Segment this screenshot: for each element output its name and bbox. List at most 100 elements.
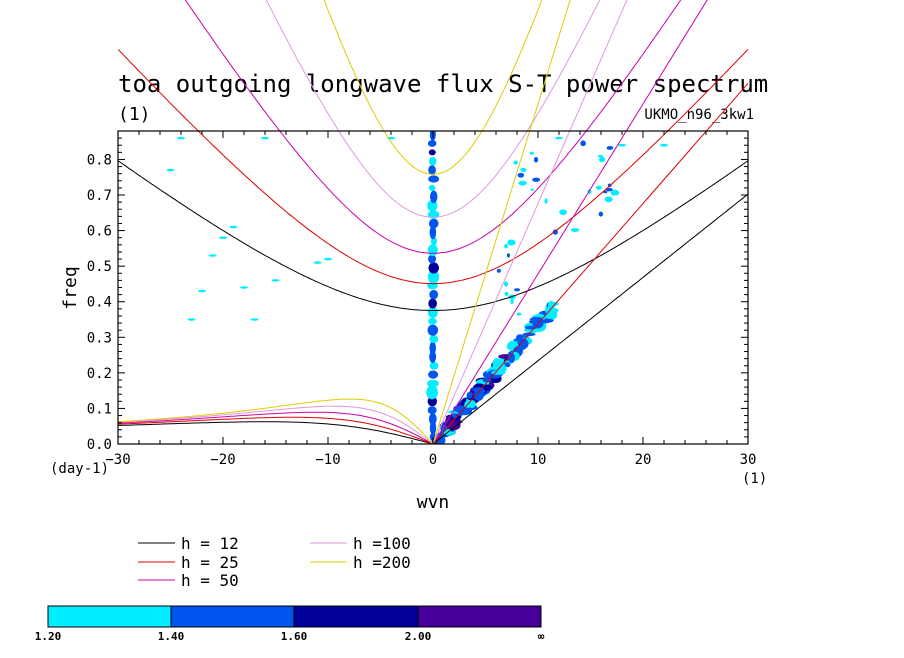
legend-label: h =200 (353, 553, 411, 572)
power-blob (429, 361, 439, 370)
y-tick-label: 0.3 (87, 330, 112, 346)
power-blob (517, 172, 525, 178)
power-blob (428, 370, 439, 379)
power-blob (240, 286, 248, 289)
power-blob (429, 341, 436, 355)
power-blob (618, 143, 626, 147)
power-blob (428, 149, 436, 156)
power-blob (529, 151, 534, 155)
power-blob (504, 362, 511, 368)
dispersion-curve-h50 (279, 131, 587, 254)
power-blob (473, 390, 484, 401)
y-tick-label: 0.1 (87, 401, 112, 417)
power-blob (506, 253, 510, 258)
y-tick-label: 0.4 (87, 295, 112, 311)
legend-label: h = 12 (181, 534, 239, 553)
colorbar-label: 1.60 (281, 630, 308, 643)
power-contours (166, 131, 668, 444)
power-blob (598, 211, 604, 217)
power-blob (429, 157, 437, 166)
power-blob (428, 262, 439, 274)
chart-subtitle-left: (1) (118, 104, 151, 125)
power-blob (427, 379, 439, 388)
power-blob (513, 160, 518, 165)
x-tick-label: 20 (635, 452, 652, 468)
power-blob (530, 188, 535, 191)
colorbar: 1.20 1.40 1.60 2.00 ∞ (35, 605, 545, 643)
power-blob (605, 187, 613, 192)
power-blob (271, 279, 280, 282)
x-tick-label: −30 (105, 452, 130, 468)
power-blob (503, 281, 509, 287)
power-blob (219, 236, 227, 240)
y-axis-label: freq (60, 266, 81, 309)
power-blob (428, 254, 437, 264)
dispersion-curve-h12 (118, 421, 434, 444)
x-tick-label: 10 (530, 452, 547, 468)
power-blob (496, 268, 501, 273)
power-blob (429, 225, 437, 240)
y-tick-label: 0.8 (87, 152, 112, 168)
power-blob (604, 196, 613, 203)
power-blob (427, 306, 438, 318)
power-blob (514, 288, 521, 292)
power-blob (504, 291, 509, 296)
y-tick-label: 0.0 (87, 437, 112, 453)
dispersion-curve-h200 (383, 131, 483, 175)
power-blob (313, 261, 322, 264)
chart-title: toa outgoing longwave flux S-T power spe… (118, 70, 768, 98)
power-blob (611, 191, 615, 196)
dispersion-curve-h12 (432, 193, 748, 444)
dispersion-curve-h25 (197, 131, 669, 285)
power-blob (520, 167, 527, 172)
power-blob (427, 269, 440, 284)
colorbar-segment (47, 605, 172, 628)
power-blob (428, 412, 437, 426)
power-blob (466, 391, 473, 399)
power-blob (426, 385, 438, 400)
x-unit-label: (1) (742, 471, 767, 487)
power-blob (555, 136, 563, 140)
colorbar-segment (170, 605, 295, 628)
power-blob (507, 239, 516, 246)
power-blob (580, 140, 586, 147)
dispersion-curve-h200 (432, 131, 531, 444)
dispersion-curve-h50 (432, 131, 627, 444)
y-unit-label: (day-1) (50, 461, 109, 477)
power-blob (261, 136, 269, 140)
legend-label: h =100 (353, 534, 411, 553)
colorbar-label: 1.20 (35, 630, 62, 643)
x-tick-label: 0 (429, 452, 437, 468)
dispersion-curve-h12 (118, 160, 748, 311)
power-blob (660, 143, 668, 147)
power-blob (518, 180, 527, 186)
dispersion-curve-h50-outside (432, 0, 749, 444)
dispersion-curve-h25 (118, 416, 434, 444)
y-tick-label: 0.5 (87, 259, 112, 275)
y-tick-label: 0.7 (87, 188, 112, 204)
power-blob (187, 318, 196, 321)
power-blob (430, 190, 438, 204)
power-blob (198, 289, 206, 293)
dispersion-curve-h100-outside (118, 405, 434, 444)
power-blob (428, 298, 437, 309)
power-blob (492, 358, 502, 369)
chart-subtitle-right: UKMO_n96_3kw1 (644, 107, 754, 123)
power-blob (428, 218, 439, 229)
x-tick-label: −20 (210, 452, 235, 468)
legend-label: h = 50 (181, 571, 239, 590)
axis-ticks: −30 −20 −10 0 10 20 30 0.0 0.1 0.2 0.3 0.4 0.5 0.6 0.7… (87, 131, 756, 468)
dispersion-curve-h200 (118, 398, 434, 444)
power-blob (427, 244, 438, 257)
power-blob (229, 225, 238, 229)
power-blob (324, 257, 332, 261)
dispersion-curve-h100 (118, 405, 434, 444)
power-blob (427, 324, 439, 336)
power-blob (504, 244, 509, 249)
dispersion-curve-h100-outside (432, 0, 749, 444)
power-blob (533, 156, 539, 163)
power-blob (510, 298, 514, 305)
power-blob (428, 317, 437, 325)
